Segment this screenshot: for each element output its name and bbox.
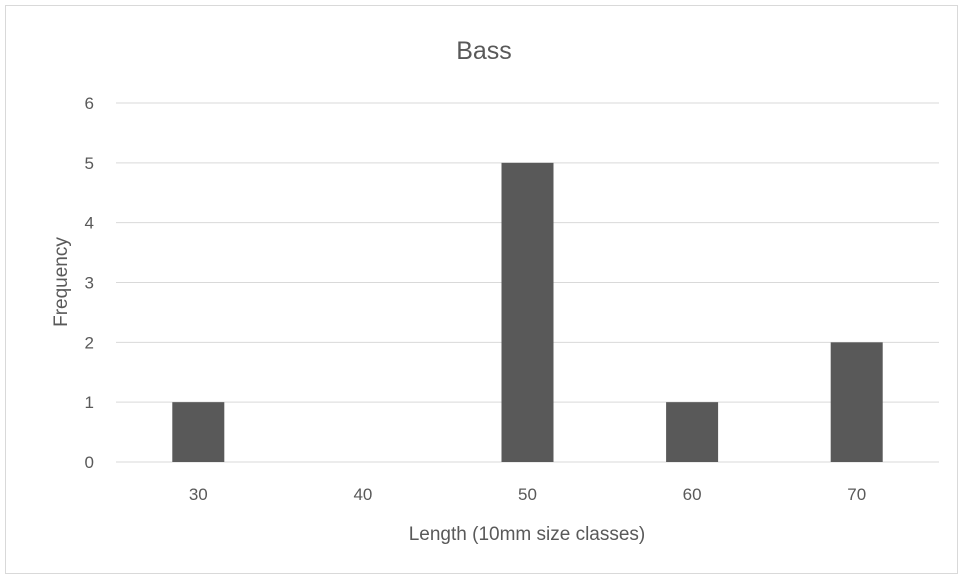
chart-title: Bass [456, 37, 512, 65]
y-tick-label: 4 [85, 214, 94, 233]
y-tick-label: 5 [85, 154, 94, 173]
y-tick-label: 2 [85, 333, 94, 352]
chart-frame [5, 5, 958, 574]
y-axis-ticks: 0 1 2 3 4 5 6 [85, 94, 94, 472]
y-tick-label: 1 [85, 393, 94, 412]
y-tick-label: 0 [85, 453, 94, 472]
bar-50 [501, 162, 554, 463]
bar-30 [172, 402, 225, 462]
x-axis-ticks: 30 40 50 60 70 [189, 485, 866, 504]
bars [172, 162, 883, 463]
bar-60 [666, 402, 719, 462]
x-tick-label: 40 [353, 485, 372, 504]
y-axis-label: Frequency [51, 237, 72, 327]
bar-70 [830, 342, 883, 462]
x-axis-label: Length (10mm size classes) [409, 524, 646, 545]
y-tick-label: 6 [85, 94, 94, 113]
x-tick-label: 50 [518, 485, 537, 504]
x-tick-label: 30 [189, 485, 208, 504]
x-tick-label: 70 [847, 485, 866, 504]
x-tick-label: 60 [683, 485, 702, 504]
y-tick-label: 3 [85, 274, 94, 293]
